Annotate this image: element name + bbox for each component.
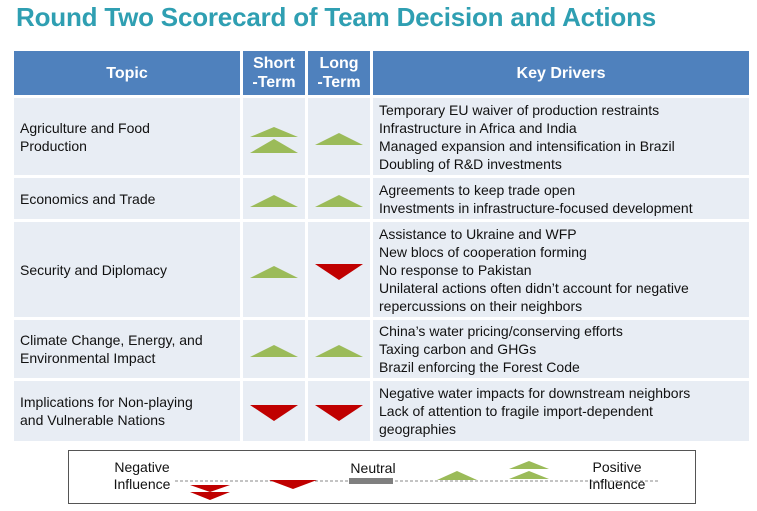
- topic-line: Security and Diplomacy: [20, 261, 168, 278]
- legend-strong-negative-arrow-bottom: [190, 492, 230, 500]
- legend-negative-label-line-2: Influence: [113, 476, 171, 492]
- positive-influence-icon: [250, 194, 298, 207]
- key-drivers-cell: China’s water pricing/conserving efforts…: [373, 320, 749, 378]
- long-term-cell: [308, 222, 370, 317]
- driver-line: Brazil enforcing the Forest Code: [379, 359, 580, 375]
- positive-influence-icon: [315, 194, 363, 207]
- driver-line: Negative water impacts for downstream ne…: [379, 385, 691, 401]
- page-title: Round Two Scorecard of Team Decision and…: [16, 2, 657, 32]
- triangle-up-top: [250, 126, 298, 137]
- driver-line: Taxing carbon and GHGs: [379, 341, 537, 357]
- driver-line: Assistance to Ukraine and WFP: [379, 225, 577, 242]
- short-term-cell: [243, 320, 305, 378]
- triangle-up-bottom: [250, 138, 298, 153]
- header-long-term-line-2: -Term: [317, 74, 361, 91]
- key-drivers-cell: Assistance to Ukraine and WFP New blocs o…: [373, 222, 749, 317]
- triangle-up: [315, 194, 363, 207]
- table-row: Climate Change, Energy, and Environmental…: [14, 320, 749, 378]
- topic-line: Environmental Impact: [20, 350, 156, 366]
- driver-line: Investments in infrastructure-focused de…: [379, 199, 693, 216]
- legend-positive-arrow: [437, 471, 477, 480]
- legend-strong-positive-arrow-top: [509, 461, 549, 469]
- driver-line: China’s water pricing/conserving efforts: [379, 323, 623, 339]
- short-term-cell: [243, 178, 305, 219]
- header-long-term: Long -Term: [308, 51, 370, 95]
- header-key-drivers: Key Drivers: [373, 51, 749, 95]
- short-term-cell: [243, 98, 305, 175]
- triangle-down: [315, 263, 363, 280]
- header-short-term: Short -Term: [243, 51, 305, 95]
- topic-line: Agriculture and Food: [20, 119, 150, 136]
- topic-cell: Security and Diplomacy: [14, 222, 240, 317]
- legend-neutral-bar: [349, 478, 393, 484]
- legend-negative-label-line-1: Negative: [114, 459, 170, 475]
- long-term-cell: [308, 381, 370, 441]
- header-long-term-line-1: Long: [319, 55, 359, 72]
- positive-influence-icon: [315, 132, 363, 145]
- table-row: Economics and Trade Agreements to keep tr…: [14, 178, 749, 219]
- header-short-term-line-2: -Term: [252, 74, 296, 91]
- driver-line: geographies: [379, 421, 457, 437]
- triangle-down: [315, 405, 363, 421]
- topic-line: Climate Change, Energy, and: [20, 332, 203, 348]
- table-row: Security and Diplomacy Assistance to Ukra…: [14, 222, 749, 317]
- legend-strong-negative-arrow-top: [190, 485, 230, 492]
- negative-influence-icon: [315, 263, 363, 280]
- driver-line: repercussions on their neighbors: [379, 297, 583, 314]
- triangle-up: [315, 132, 363, 145]
- key-drivers-cell: Temporary EU waiver of production restra…: [373, 98, 749, 175]
- positive-influence-icon: [250, 345, 298, 357]
- long-term-cell: [308, 178, 370, 219]
- header-row: Topic Short -Term Long -Term Key Drivers: [14, 51, 749, 95]
- triangle-up: [250, 194, 298, 207]
- legend-positive-label: Positive Influence: [569, 459, 665, 493]
- triangle-up: [315, 345, 363, 357]
- topic-cell: Implications for Non-playing and Vulnerab…: [14, 381, 240, 441]
- topic-line: Implications for Non-playing: [20, 394, 193, 410]
- topic-cell: Climate Change, Energy, and Environmental…: [14, 320, 240, 378]
- header-topic: Topic: [14, 51, 240, 95]
- legend-neutral-label: Neutral: [350, 460, 396, 476]
- table-row: Implications for Non-playing and Vulnerab…: [14, 381, 749, 441]
- negative-influence-icon: [315, 405, 363, 421]
- driver-line: Agreements to keep trade open: [379, 181, 576, 198]
- driver-line: Lack of attention to fragile import-depe…: [379, 403, 653, 419]
- topic-cell: Economics and Trade: [14, 178, 240, 219]
- triangle-down: [250, 405, 298, 421]
- driver-line: New blocs of cooperation forming: [379, 243, 587, 260]
- negative-influence-icon: [250, 405, 298, 421]
- key-drivers-cell: Agreements to keep trade open Investments…: [373, 178, 749, 219]
- scorecard-table: Topic Short -Term Long -Term Key Drivers…: [11, 48, 752, 444]
- key-drivers-cell: Negative water impacts for downstream ne…: [373, 381, 749, 441]
- long-term-cell: [308, 320, 370, 378]
- legend-strong-positive-arrow-bottom: [509, 471, 549, 479]
- positive-influence-icon: [315, 345, 363, 357]
- driver-line: Unilateral actions often didn’t account …: [379, 279, 689, 296]
- topic-line: Economics and Trade: [20, 190, 156, 207]
- triangle-up: [250, 265, 298, 278]
- legend-positive-label-line-2: Influence: [588, 476, 646, 492]
- long-term-cell: [308, 98, 370, 175]
- legend: Negative Influence Neutral Positive Infl…: [68, 450, 696, 504]
- topic-line: Production: [20, 137, 87, 154]
- triangle-up: [250, 345, 298, 357]
- topic-cell: Agriculture and Food Production: [14, 98, 240, 175]
- topic-line: and Vulnerable Nations: [20, 412, 166, 428]
- legend-positive-label-line-1: Positive: [592, 459, 642, 475]
- driver-line: Infrastructure in Africa and India: [379, 119, 577, 136]
- short-term-cell: [243, 222, 305, 317]
- driver-line: Temporary EU waiver of production restra…: [379, 101, 660, 118]
- short-term-cell: [243, 381, 305, 441]
- legend-graphic: [175, 461, 659, 500]
- driver-line: Managed expansion and intensification in…: [379, 137, 675, 154]
- positive-influence-icon: [250, 265, 298, 278]
- header-short-term-line-1: Short: [253, 55, 295, 72]
- strong-positive-influence-icon: [250, 126, 298, 153]
- driver-line: No response to Pakistan: [379, 261, 532, 278]
- legend-negative-label: Negative Influence: [99, 459, 185, 493]
- driver-line: Doubling of R&D investments: [379, 155, 562, 172]
- table-row: Agriculture and Food Production Temporary …: [14, 98, 749, 175]
- legend-negative-arrow: [269, 480, 317, 489]
